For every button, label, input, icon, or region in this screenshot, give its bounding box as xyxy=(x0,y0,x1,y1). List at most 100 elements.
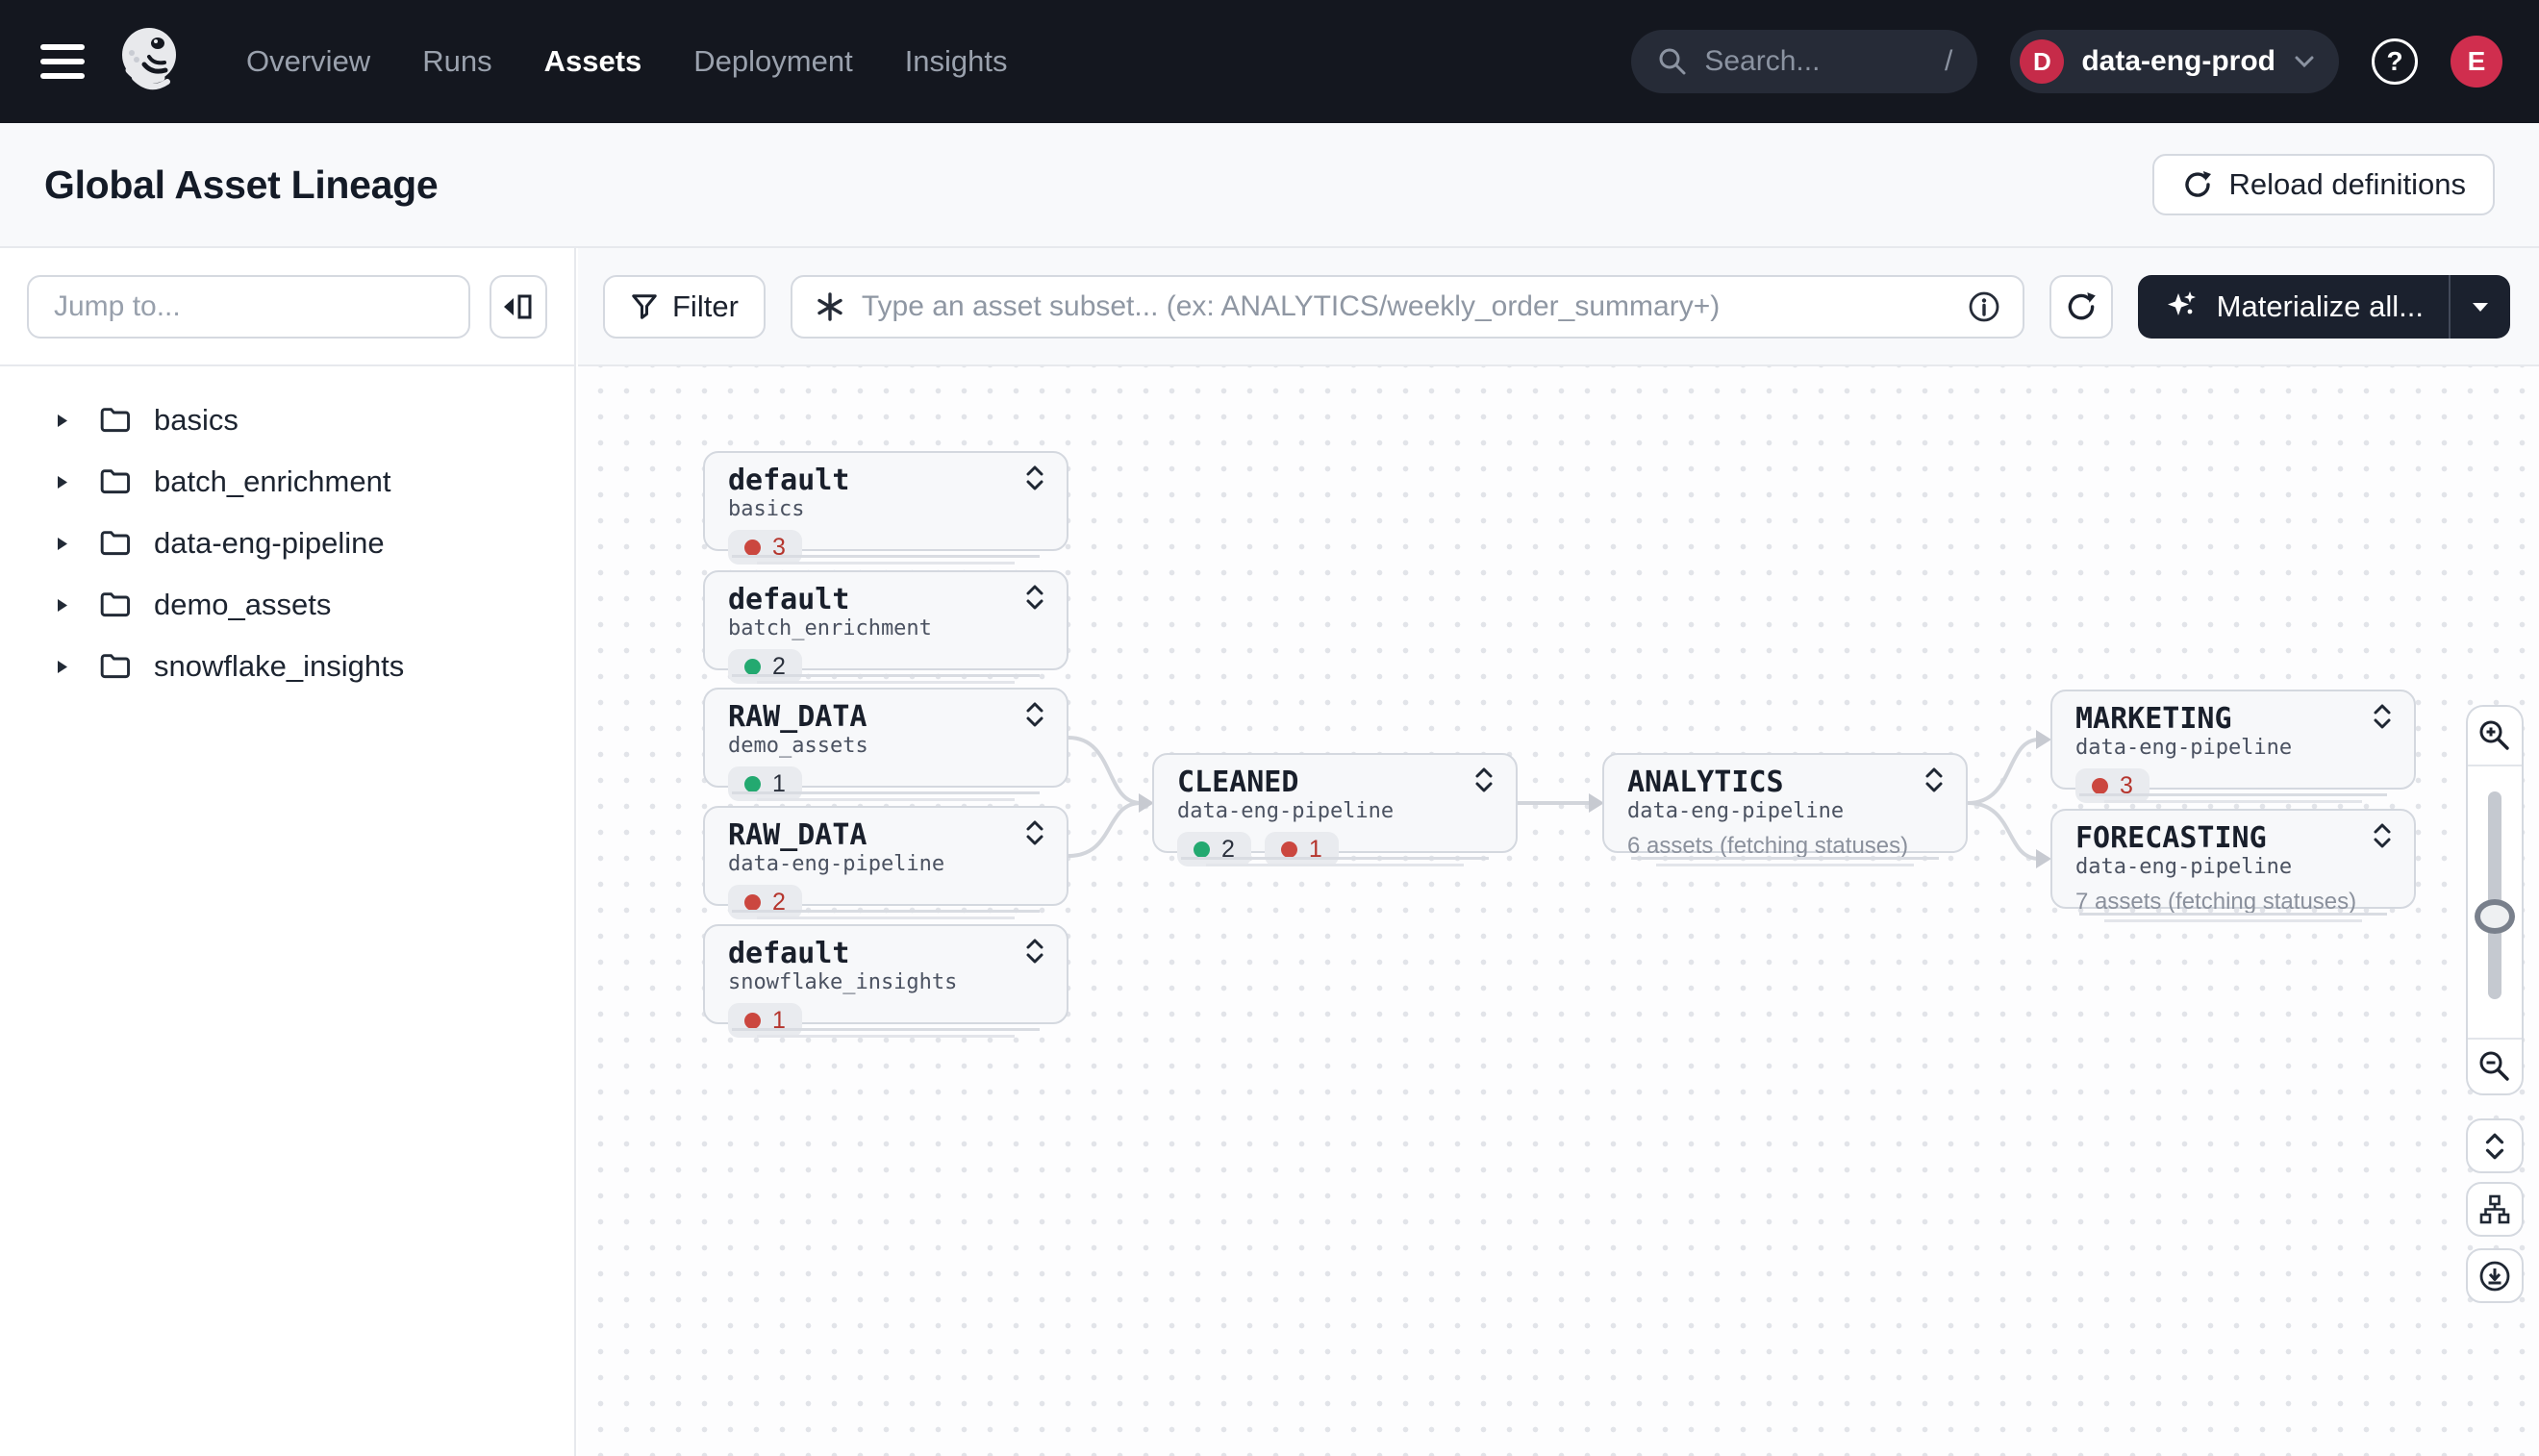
success-dot-icon xyxy=(744,775,761,792)
node-status-text: 7 assets (fetching statuses) xyxy=(2075,889,2357,915)
unfold-icon[interactable] xyxy=(1473,766,1495,793)
asset-group-node-marketing[interactable]: MARKETING data-eng-pipeline 3 xyxy=(2050,690,2416,803)
sparkle-icon xyxy=(2167,290,2196,315)
failed-dot-icon xyxy=(744,1012,761,1029)
asset-group-node-default-basics[interactable]: default basics 3 xyxy=(703,451,1068,565)
asset-group-node-rawdata-data-eng-pipeline[interactable]: RAW_DATA data-eng-pipeline 2 xyxy=(703,806,1068,919)
node-subtitle: data-eng-pipeline xyxy=(728,852,945,876)
caret-right-icon[interactable] xyxy=(54,597,69,614)
relayout-graph-button[interactable] xyxy=(2466,1182,2524,1237)
edge xyxy=(1068,736,1142,805)
node-status-text: 6 assets (fetching statuses) xyxy=(1627,833,1909,859)
asset-group-node-default-snowflake-insights[interactable]: default snowflake_insights 1 xyxy=(703,924,1068,1038)
refresh-icon xyxy=(2184,171,2211,197)
node-subtitle: basics xyxy=(728,497,805,521)
expand-all-groups-button[interactable] xyxy=(2466,1118,2524,1173)
materialize-all-button[interactable]: Materialize all... xyxy=(2138,288,2449,326)
sidebar-item-demo-assets[interactable]: demo_assets xyxy=(0,574,574,636)
zoom-in-button[interactable] xyxy=(2468,707,2522,766)
hierarchy-icon xyxy=(2479,1194,2510,1223)
materialize-options-button[interactable] xyxy=(2451,300,2510,314)
funnel-icon xyxy=(632,293,657,319)
download-icon xyxy=(2479,1261,2510,1291)
unfold-icon[interactable] xyxy=(2372,703,2393,730)
node-subtitle: data-eng-pipeline xyxy=(2075,736,2293,760)
caret-down-icon xyxy=(2473,302,2488,312)
status-badge-failed: 2 xyxy=(728,885,802,919)
unfold-icon[interactable] xyxy=(1024,584,1045,611)
nav-link-deployment[interactable]: Deployment xyxy=(693,44,853,78)
unfold-icon xyxy=(2485,1133,2504,1159)
status-badge-success: 1 xyxy=(728,766,802,801)
nav-link-overview[interactable]: Overview xyxy=(246,44,371,78)
unfold-icon[interactable] xyxy=(1024,464,1045,491)
folder-icon xyxy=(98,528,133,559)
reload-definitions-label: Reload definitions xyxy=(2228,167,2466,201)
status-badge-failed: 3 xyxy=(2075,768,2149,803)
node-title: CLEANED xyxy=(1177,766,1299,799)
node-title: ANALYTICS xyxy=(1627,766,1784,799)
nav-link-runs[interactable]: Runs xyxy=(422,44,492,78)
zoom-out-button[interactable] xyxy=(2468,1038,2522,1093)
edge-arrowhead xyxy=(1589,793,1604,813)
search-input[interactable] xyxy=(1704,45,1929,78)
download-image-button[interactable] xyxy=(2466,1248,2524,1303)
edge-arrowhead xyxy=(1139,793,1154,813)
asset-groups-sidebar: basics batch_enrichment data-eng-pipelin xyxy=(0,248,576,1456)
zoom-slider-track[interactable] xyxy=(2488,791,2501,999)
asset-group-node-forecasting[interactable]: FORECASTING data-eng-pipeline 7 assets (… xyxy=(2050,809,2416,922)
help-icon[interactable]: ? xyxy=(2372,38,2418,85)
caret-right-icon[interactable] xyxy=(54,413,69,429)
reload-definitions-button[interactable]: Reload definitions xyxy=(2151,154,2495,215)
node-title: default xyxy=(728,937,850,970)
asset-group-node-cleaned[interactable]: CLEANED data-eng-pipeline 2 1 xyxy=(1152,753,1518,866)
deployment-badge: D xyxy=(2020,39,2065,84)
node-subtitle: snowflake_insights xyxy=(728,970,958,994)
asset-group-tree: basics batch_enrichment data-eng-pipelin xyxy=(0,366,574,697)
lineage-graph[interactable]: default basics 3 default xyxy=(578,366,2539,1456)
sidebar-item-batch-enrichment[interactable]: batch_enrichment xyxy=(0,451,574,513)
asset-group-node-default-batch-enrichment[interactable]: default batch_enrichment 2 xyxy=(703,570,1068,684)
deployment-switcher[interactable]: D data-eng-prod xyxy=(2010,30,2339,93)
node-subtitle: batch_enrichment xyxy=(728,616,932,640)
nav-link-insights[interactable]: Insights xyxy=(904,44,1008,78)
jump-to-input[interactable] xyxy=(27,274,470,339)
refresh-graph-button[interactable] xyxy=(2049,274,2113,339)
sidebar-item-data-eng-pipeline[interactable]: data-eng-pipeline xyxy=(0,513,574,574)
edge xyxy=(1967,801,2040,861)
unfold-icon[interactable] xyxy=(2372,822,2393,849)
sidebar-item-basics[interactable]: basics xyxy=(0,389,574,451)
asset-group-node-rawdata-demo-assets[interactable]: RAW_DATA demo_assets 1 xyxy=(703,688,1068,801)
folder-icon xyxy=(98,466,133,497)
node-title: FORECASTING xyxy=(2075,821,2267,855)
caret-right-icon[interactable] xyxy=(54,474,69,490)
node-subtitle: data-eng-pipeline xyxy=(1177,799,1395,823)
nav-link-assets[interactable]: Assets xyxy=(543,44,642,78)
unfold-icon[interactable] xyxy=(1024,819,1045,846)
filter-button[interactable]: Filter xyxy=(603,274,766,339)
materialize-all-label: Materialize all... xyxy=(2216,289,2424,323)
caret-right-icon[interactable] xyxy=(54,659,69,675)
caret-right-icon[interactable] xyxy=(54,536,69,552)
folder-icon xyxy=(98,405,133,436)
unfold-icon[interactable] xyxy=(1024,938,1045,965)
primary-nav: Overview Runs Assets Deployment Insights xyxy=(246,44,1008,79)
unfold-icon[interactable] xyxy=(1024,701,1045,728)
search-icon xyxy=(1659,48,1686,75)
menu-icon[interactable] xyxy=(40,44,85,79)
user-avatar[interactable]: E xyxy=(2451,36,2502,88)
status-badge-success: 2 xyxy=(728,649,802,684)
edge-arrowhead xyxy=(2036,849,2051,868)
lineage-edges xyxy=(1068,730,2051,868)
asset-group-node-analytics[interactable]: ANALYTICS data-eng-pipeline 6 assets (fe… xyxy=(1602,753,1968,866)
zoom-slider-handle[interactable] xyxy=(2475,899,2515,934)
asset-subset-input[interactable] xyxy=(861,289,1951,323)
collapse-sidebar-button[interactable] xyxy=(490,274,547,339)
status-badge-success: 2 xyxy=(1177,832,1251,866)
failed-dot-icon xyxy=(2092,777,2108,794)
materialize-all-split-button: Materialize all... xyxy=(2137,274,2510,339)
unfold-icon[interactable] xyxy=(1923,766,1945,793)
info-icon[interactable] xyxy=(1967,289,2001,324)
sidebar-item-snowflake-insights[interactable]: snowflake_insights xyxy=(0,636,574,697)
global-search[interactable]: / xyxy=(1631,30,1978,93)
